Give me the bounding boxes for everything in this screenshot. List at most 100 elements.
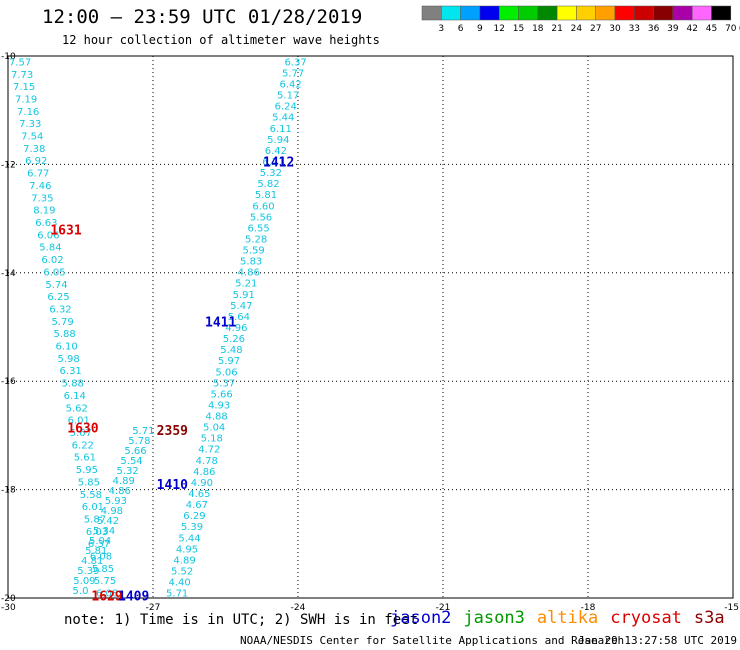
pass-time-label: 1630 [67, 421, 98, 436]
pass-time-label: 1409 [118, 589, 149, 604]
wave-height-label: 6.42 [265, 146, 287, 157]
wave-height-label: 4.90 [191, 478, 213, 489]
wave-height-label: 6.37 [284, 57, 306, 68]
wave-height-label: 6.08 [96, 589, 118, 600]
legend-label: 36 [648, 24, 660, 34]
wave-height-label: 5.93 [105, 496, 127, 507]
wave-height-label: 5.52 [171, 566, 193, 577]
legend-label: 27 [590, 24, 601, 34]
wave-height-label: 5.39 [77, 566, 99, 577]
wave-height-label: 5.85 [92, 564, 114, 575]
wave-height-label: 7.33 [19, 119, 41, 130]
legend-swatch [634, 5, 654, 21]
wave-height-label: 5.32 [116, 466, 138, 477]
wave-height-label: 5.87 [84, 514, 106, 525]
legend-swatch [672, 5, 693, 21]
wave-height-label: 5.67 [70, 428, 92, 439]
satellite-name: altika [536, 608, 599, 628]
wave-height-label: 5.42 [97, 516, 119, 527]
wave-height-label: 5.28 [245, 234, 267, 245]
legend-swatch [691, 5, 712, 21]
wave-height-label: 5.79 [51, 317, 73, 328]
legend-label: 6 [458, 24, 464, 34]
legend-label: 3 [438, 24, 444, 34]
wave-height-label: 6.32 [49, 304, 71, 315]
wave-height-label: 4.81 [81, 556, 103, 567]
wave-height-label: 4.86 [193, 467, 215, 478]
pass-time-label: 1411 [205, 316, 236, 331]
wave-height-label: 5.06 [215, 367, 237, 378]
wave-height-label: 6.42 [280, 80, 302, 91]
pass-time-label: 2359 [157, 424, 188, 439]
wave-height-label: 4.96 [225, 323, 247, 334]
legend-label: 12 [493, 24, 504, 34]
footer-timestamp: Jan 29 13:27:58 UTC 2019 [578, 634, 737, 647]
wave-height-label: 7.46 [29, 181, 51, 192]
pass-time-label: 1412 [263, 156, 294, 171]
y-tick-label: -14 [1, 269, 16, 279]
legend-label: 9 [477, 24, 483, 34]
legend-swatch [441, 5, 461, 21]
wave-height-label: 6.05 [43, 267, 65, 278]
legend-label: 45 [706, 24, 717, 34]
x-tick-label: -21 [436, 603, 451, 613]
wave-height-label: 5.98 [58, 354, 80, 365]
y-tick-label: -18 [1, 486, 16, 496]
wave-height-label: 4.95 [176, 544, 198, 555]
legend-swatch [711, 5, 732, 21]
wave-height-label: 7.16 [17, 107, 39, 118]
wave-height-label: 8.19 [33, 206, 55, 217]
wave-height-label: 5.78 [128, 436, 150, 447]
wave-height-label: 6.55 [247, 223, 269, 234]
y-tick-label: -10 [1, 52, 16, 62]
pass-time-label: 1629 [91, 589, 122, 604]
wave-height-label: 5.44 [178, 533, 200, 544]
legend-swatch [460, 5, 481, 21]
wave-height-label: 4.67 [186, 500, 208, 511]
wave-height-label: 5.97 [218, 356, 240, 367]
y-tick-label: -12 [1, 160, 16, 170]
wave-height-label: 6.01 [68, 416, 90, 427]
wave-height-label: 5.04 [89, 536, 111, 547]
legend-swatch [518, 5, 539, 21]
legend-swatch [421, 5, 442, 21]
wave-height-label: 5.39 [181, 522, 203, 533]
wave-height-label: 7.15 [13, 82, 35, 93]
wave-height-label: 7.38 [23, 144, 45, 155]
wave-height-label: 5.17 [277, 91, 299, 102]
legend-label: 18 [532, 24, 544, 34]
wave-height-label: 5.04 [203, 423, 225, 434]
wave-height-label: 5.77 [282, 68, 304, 79]
wave-height-label: 4.86 [238, 268, 260, 279]
wave-height-label: 5.61 [74, 453, 96, 464]
x-tick-label: -27 [146, 603, 161, 613]
wave-height-label: 5.18 [201, 434, 223, 445]
satellite-name: jason2 [390, 608, 452, 628]
wave-height-label: 4.89 [113, 476, 135, 487]
wave-height-label: 5.75 [94, 576, 116, 587]
wave-height-label: 5.34 [93, 526, 115, 537]
wave-height-label: 5.83 [240, 257, 262, 268]
wave-height-label: 5.09 [73, 576, 95, 587]
wave-height-label: 5.85 [78, 477, 100, 488]
wave-height-label: 5.59 [243, 246, 265, 257]
wave-height-label: 5.21 [235, 279, 257, 290]
wave-height-label: 4.88 [206, 412, 228, 423]
satellite-name: jason3 [463, 608, 525, 628]
plot-frame [7, 55, 734, 599]
wave-height-label: 6.63 [35, 218, 57, 229]
legend-swatch [537, 5, 558, 21]
wave-height-label: 5.0 [73, 586, 89, 597]
wave-height-label: 5.66 [124, 446, 146, 457]
wave-height-label: 5.84 [39, 243, 61, 254]
footer-credit: NOAA/NESDIS Center for Satellite Applica… [240, 634, 625, 647]
pass-time-label: 1410 [157, 478, 188, 493]
wave-height-label: 5.95 [76, 465, 98, 476]
wave-height-label: 5.88 [53, 329, 75, 340]
legend-label: 39 [667, 24, 679, 34]
satellite-name: cryosat [610, 608, 682, 628]
legend-swatch [653, 5, 674, 21]
x-tick-label: -15 [724, 603, 739, 613]
wave-height-label: 5.44 [272, 113, 294, 124]
legend-label: 70 [725, 24, 737, 34]
